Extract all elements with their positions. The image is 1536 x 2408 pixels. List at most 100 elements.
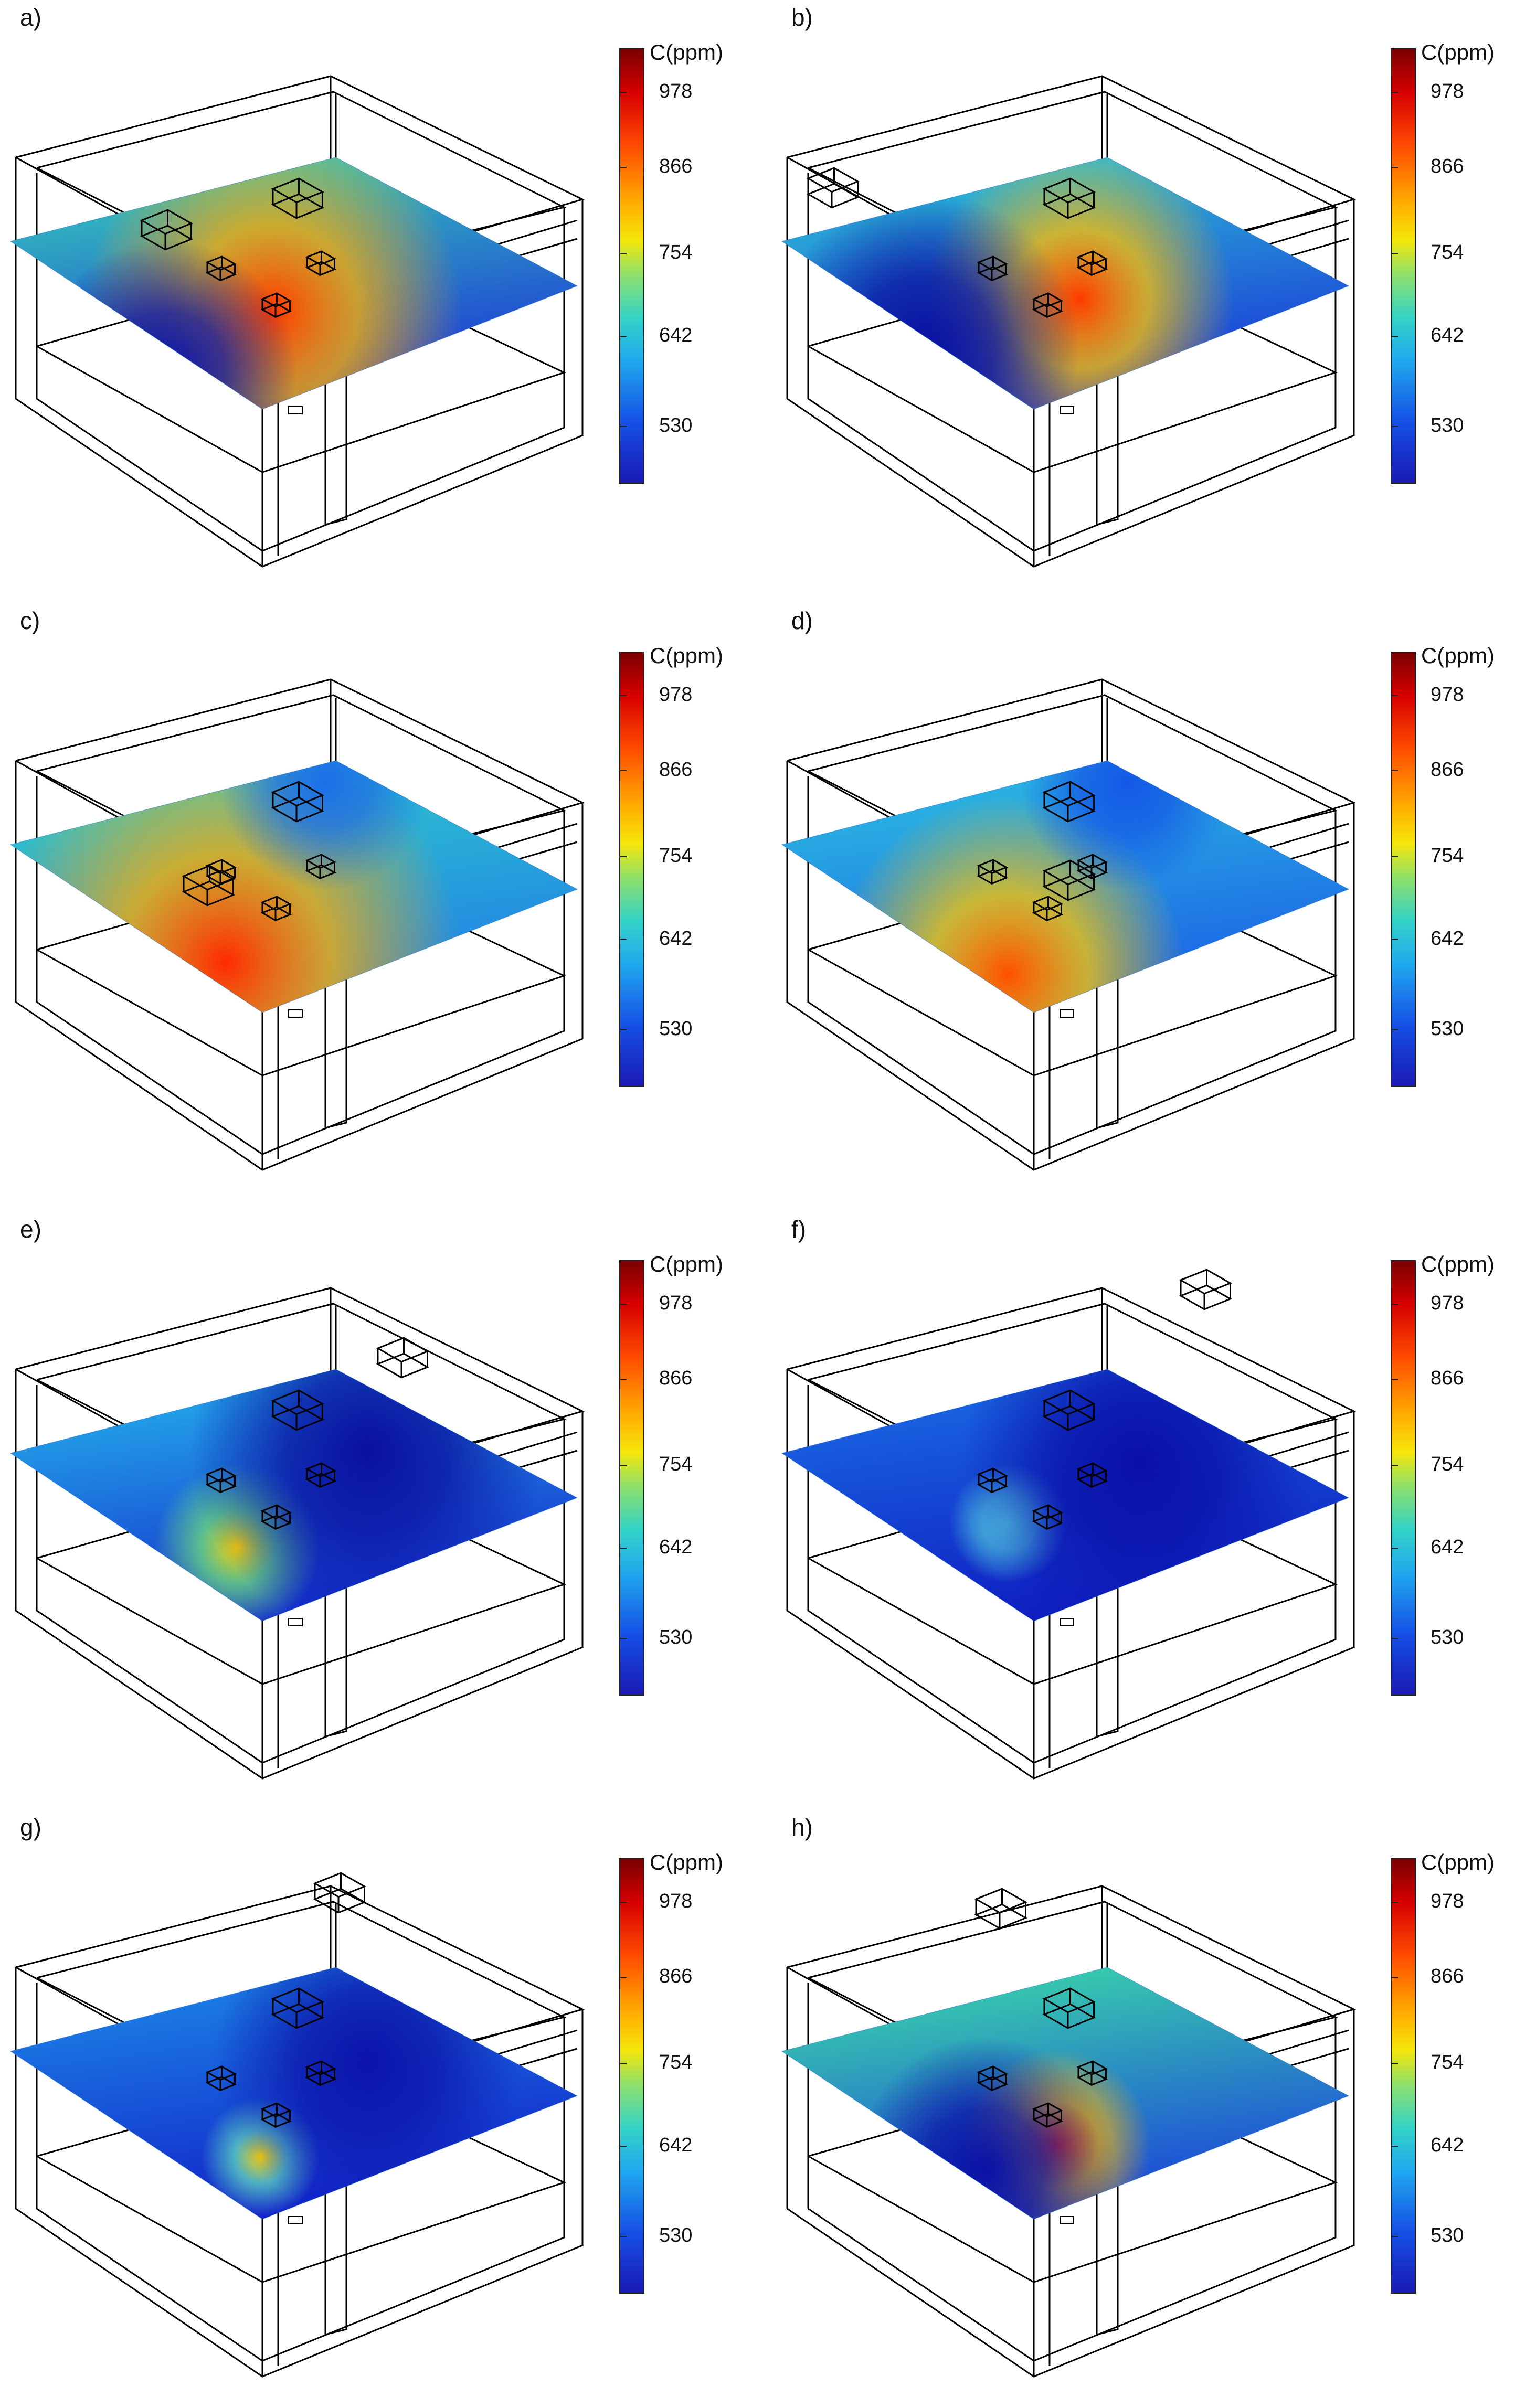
room-scene <box>781 678 1357 1171</box>
room-scene <box>781 1269 1357 1780</box>
panel-label: g) <box>20 1814 41 1841</box>
occupant-box <box>205 2065 237 2091</box>
panel-label: c) <box>20 607 40 634</box>
colorbar-tick-mark <box>1391 2146 1398 2147</box>
colorbar <box>1391 1858 1416 2294</box>
colorbar-tick-label: 530 <box>659 2224 693 2246</box>
colorbar-tick-label: 530 <box>1431 414 1464 436</box>
colorbar-tick-label: 754 <box>659 1453 693 1475</box>
panel-label: a) <box>20 4 41 31</box>
colorbar-tick-label: 642 <box>1431 928 1464 950</box>
colorbar-tick-mark <box>1391 1304 1398 1305</box>
colorbar-tick-mark <box>619 1379 627 1380</box>
diffuser-box <box>1042 177 1096 219</box>
diffuser-box <box>1042 1389 1096 1431</box>
panel-b: b) C(ppm) 978 866 754 642 530 <box>771 0 1527 598</box>
vent-box <box>806 167 860 209</box>
colorbar-tick-label: 642 <box>659 2134 693 2156</box>
occupant-box <box>260 1504 292 1530</box>
colorbar <box>1391 48 1416 484</box>
panel-e: e) C(ppm) 978 866 754 642 530 <box>0 1212 756 1810</box>
occupant-box <box>977 1467 1008 1493</box>
colorbar-tick-label: 754 <box>659 241 693 263</box>
colorbar-tick-label: 866 <box>1431 1367 1464 1389</box>
colorbar-tick-mark <box>1391 1548 1398 1549</box>
concentration-slice <box>10 157 577 409</box>
colorbar-tick-label: 866 <box>1431 155 1464 177</box>
colorbar-tick-mark <box>619 1548 627 1549</box>
occupant-box <box>1032 896 1063 921</box>
concentration-slice <box>10 1967 577 2219</box>
colorbar-tick-mark <box>1391 1902 1398 1903</box>
colorbar-tick-mark <box>1391 2063 1398 2064</box>
occupant-box <box>977 2065 1008 2091</box>
diffuser-box <box>271 1987 324 2029</box>
door-frame <box>324 2109 347 2336</box>
door-frame <box>324 1511 347 1738</box>
colorbar-tick-label: 866 <box>1431 1965 1464 1987</box>
diffuser-box <box>271 781 324 823</box>
occupant-box <box>1032 2102 1063 2128</box>
colorbar-tick-mark <box>1391 92 1398 93</box>
outlet-marker <box>288 1618 303 1626</box>
concentration-slice <box>782 761 1349 1013</box>
panel-h: h) C(ppm) 978 866 754 642 530 <box>771 1810 1527 2408</box>
colorbar-tick-label: 642 <box>1431 1536 1464 1558</box>
colorbar-tick-label: 754 <box>659 2051 693 2073</box>
vent-box <box>313 1872 366 1914</box>
colorbar-tick-mark <box>1391 167 1398 168</box>
door-frame <box>324 902 347 1129</box>
panel-f: f) C(ppm) 978 866 754 642 530 <box>771 1212 1527 1810</box>
door-frame <box>1096 299 1119 526</box>
colorbar-tick-label: 978 <box>1431 1890 1464 1912</box>
vent-box <box>182 865 235 907</box>
colorbar-tick-mark <box>1391 2236 1398 2237</box>
colorbar-tick-label: 866 <box>659 155 693 177</box>
occupant-box <box>977 859 1008 885</box>
colorbar-tick-label: 642 <box>659 928 693 950</box>
colorbar-title: C(ppm) <box>1421 1252 1495 1276</box>
occupant-box <box>260 2102 292 2128</box>
colorbar <box>619 1260 644 1696</box>
door-frame <box>1096 902 1119 1129</box>
colorbar-tick-label: 642 <box>1431 324 1464 346</box>
colorbar-tick-mark <box>619 253 627 254</box>
colorbar-title: C(ppm) <box>650 643 724 668</box>
colorbar-tick-mark <box>619 336 627 337</box>
colorbar-tick-mark <box>1391 939 1398 940</box>
colorbar-tick-mark <box>619 1977 627 1978</box>
colorbar-tick-mark <box>1391 1379 1398 1380</box>
panel-label: e) <box>20 1216 41 1243</box>
concentration-slice <box>10 1369 577 1621</box>
colorbar-tick-label: 978 <box>1431 684 1464 706</box>
outlet-marker <box>288 1009 303 1018</box>
colorbar-tick-mark <box>619 695 627 696</box>
colorbar <box>1391 1260 1416 1696</box>
panel-a: a) C(ppm) 978 866 754 642 530 <box>0 0 756 598</box>
colorbar-tick-label: 978 <box>659 684 693 706</box>
colorbar-tick-label: 866 <box>1431 759 1464 781</box>
outlet-marker <box>288 2216 303 2224</box>
outlet-marker <box>1060 1009 1074 1018</box>
colorbar <box>1391 652 1416 1087</box>
colorbar-tick-mark <box>619 2146 627 2147</box>
occupant-box <box>205 1467 237 1493</box>
colorbar-title: C(ppm) <box>1421 1850 1495 1874</box>
colorbar-tick-mark <box>619 939 627 940</box>
occupant-box <box>1032 1504 1063 1530</box>
colorbar-tick-mark <box>1391 695 1398 696</box>
colorbar-title: C(ppm) <box>650 1850 724 1874</box>
occupant-box <box>305 854 336 879</box>
concentration-slice <box>782 1369 1349 1621</box>
colorbar-tick-label: 530 <box>1431 2224 1464 2246</box>
colorbar-tick-mark <box>619 167 627 168</box>
panel-d: d) C(ppm) 978 866 754 642 530 <box>771 603 1527 1201</box>
room-scene <box>9 75 585 568</box>
colorbar-tick-label: 754 <box>1431 241 1464 263</box>
colorbar-tick-mark <box>1391 770 1398 771</box>
panel-label: f) <box>791 1216 807 1243</box>
colorbar-tick-label: 754 <box>1431 845 1464 867</box>
occupant-box <box>260 896 292 921</box>
occupant-box <box>205 255 237 281</box>
occupant-box <box>305 250 336 276</box>
